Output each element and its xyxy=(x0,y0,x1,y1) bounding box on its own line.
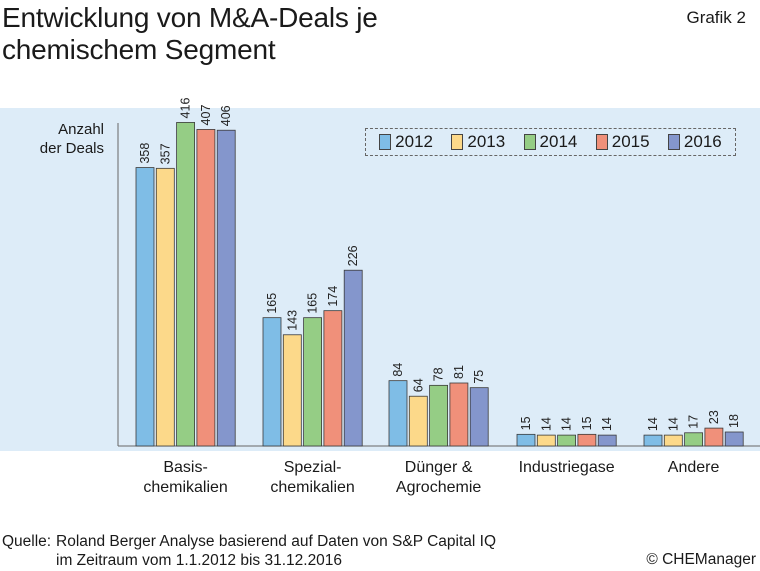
x-tick-label-2-line-1: Agrochemie xyxy=(396,479,481,496)
source-label: Quelle: xyxy=(2,533,52,550)
source-line-2: im Zeitraum vom 1.1.2012 bis 31.12.2016 xyxy=(56,552,343,569)
bar-2013-cat-2 xyxy=(408,395,428,447)
copyright: © CHEManager xyxy=(646,551,756,568)
bar-2015-cat-1 xyxy=(323,310,343,447)
legend-label-2015: 2015 xyxy=(611,132,650,151)
bar-2013-cat-0 xyxy=(155,167,175,447)
bar-2013-cat-1 xyxy=(282,334,302,447)
data-label-2013-cat-4: 14 xyxy=(666,417,680,431)
data-label-2013-cat-0: 357 xyxy=(158,143,172,164)
bar-2015-cat-2 xyxy=(449,382,469,447)
bar-2014-cat-4 xyxy=(684,432,703,447)
legend-item-2015: 2015 xyxy=(595,132,650,152)
bar-2016-cat-1 xyxy=(343,269,363,447)
bar-2014-cat-0 xyxy=(176,122,196,447)
y-axis-label-line-1: Anzahl xyxy=(58,121,104,138)
bar-2016-cat-3 xyxy=(597,434,617,447)
bar-2012-cat-1 xyxy=(262,317,282,447)
bar-2012-cat-2 xyxy=(388,380,408,447)
data-label-2016-cat-4: 18 xyxy=(727,414,741,428)
bar-2013-cat-4 xyxy=(663,434,683,447)
legend-item-2012: 2012 xyxy=(379,132,433,152)
data-label-2012-cat-4: 14 xyxy=(646,417,660,431)
data-label-2015-cat-4: 23 xyxy=(707,410,721,424)
x-tick-label-2-line-0: Dünger & xyxy=(405,459,473,476)
source-note: Quelle: Roland Berger Analyse basierend … xyxy=(2,532,496,570)
data-label-2013-cat-2: 64 xyxy=(411,378,425,392)
bar-2012-cat-0 xyxy=(135,167,155,447)
data-label-2015-cat-1: 174 xyxy=(326,286,340,307)
x-tick-label-0-line-0: Basis- xyxy=(163,459,207,476)
source-line-1: Roland Berger Analyse basierend auf Date… xyxy=(56,533,497,550)
x-tick-label-4-line-0: Andere xyxy=(668,459,720,476)
bar-2015-cat-4 xyxy=(704,427,724,447)
legend-item-2013: 2013 xyxy=(451,132,505,152)
legend-swatch-2014 xyxy=(523,134,536,150)
legend-label-2016: 2016 xyxy=(683,132,722,151)
x-tick-label-1-line-1: chemikalien xyxy=(270,479,354,496)
chart-title-line-1: Entwicklung von M&A-Deals je xyxy=(2,2,378,33)
data-label-2013-cat-3: 14 xyxy=(539,417,553,431)
legend-item-2014: 2014 xyxy=(523,132,578,152)
bar-2013-cat-3 xyxy=(536,434,556,447)
data-label-2012-cat-0: 358 xyxy=(138,143,152,164)
bar-2016-cat-4 xyxy=(724,431,744,447)
legend-label-2014: 2014 xyxy=(539,132,578,151)
data-label-2015-cat-2: 81 xyxy=(452,365,466,379)
bar-2012-cat-4 xyxy=(643,434,663,447)
x-tick-label-3-line-0: Industriegase xyxy=(519,459,615,476)
legend: 2012 2013 2014 2015 2016 xyxy=(365,128,736,156)
bar-2015-cat-3 xyxy=(577,433,597,447)
data-label-2016-cat-3: 14 xyxy=(600,417,614,431)
bar-2014-cat-3 xyxy=(557,434,576,447)
data-label-2012-cat-1: 165 xyxy=(265,293,279,314)
data-label-2015-cat-0: 407 xyxy=(199,105,213,126)
chart-background xyxy=(0,108,760,451)
bar-2012-cat-3 xyxy=(516,433,536,447)
data-label-2013-cat-1: 143 xyxy=(285,310,299,331)
data-label-2016-cat-0: 406 xyxy=(219,105,233,126)
data-label-2014-cat-3: 14 xyxy=(560,417,574,431)
bar-2016-cat-0 xyxy=(216,129,236,447)
data-label-2014-cat-2: 78 xyxy=(432,367,446,381)
legend-swatch-2012 xyxy=(379,134,392,150)
data-label-2016-cat-2: 75 xyxy=(472,370,486,384)
data-label-2015-cat-3: 15 xyxy=(580,416,594,430)
chart-title: Entwicklung von M&A-Deals je chemischem … xyxy=(2,2,562,66)
y-axis-label-line-2: der Deals xyxy=(39,140,104,157)
legend-swatch-2015 xyxy=(595,134,608,150)
data-label-2012-cat-3: 15 xyxy=(519,416,533,430)
legend-label-2012: 2012 xyxy=(395,132,433,151)
y-axis-label: Anzahl der Deals xyxy=(40,120,104,158)
legend-swatch-2016 xyxy=(667,134,680,150)
bar-2014-cat-1 xyxy=(303,317,323,447)
legend-label-2013: 2013 xyxy=(467,132,506,151)
figure-label: Grafik 2 xyxy=(686,8,746,27)
x-tick-label-1-line-0: Spezial- xyxy=(284,459,342,476)
bar-2014-cat-2 xyxy=(429,384,449,447)
data-label-2014-cat-4: 17 xyxy=(687,415,701,429)
legend-swatch-2013 xyxy=(451,134,464,150)
data-label-2014-cat-0: 416 xyxy=(179,98,193,119)
data-label-2016-cat-1: 226 xyxy=(346,245,360,266)
x-tick-label-0-line-1: chemikalien xyxy=(143,479,227,496)
data-label-2012-cat-2: 84 xyxy=(391,363,405,377)
bar-2016-cat-2 xyxy=(469,387,489,447)
legend-item-2016: 2016 xyxy=(667,132,722,152)
data-label-2014-cat-1: 165 xyxy=(306,293,320,314)
bar-2015-cat-0 xyxy=(196,129,216,447)
chart-title-line-2: chemischem Segment xyxy=(2,34,276,65)
